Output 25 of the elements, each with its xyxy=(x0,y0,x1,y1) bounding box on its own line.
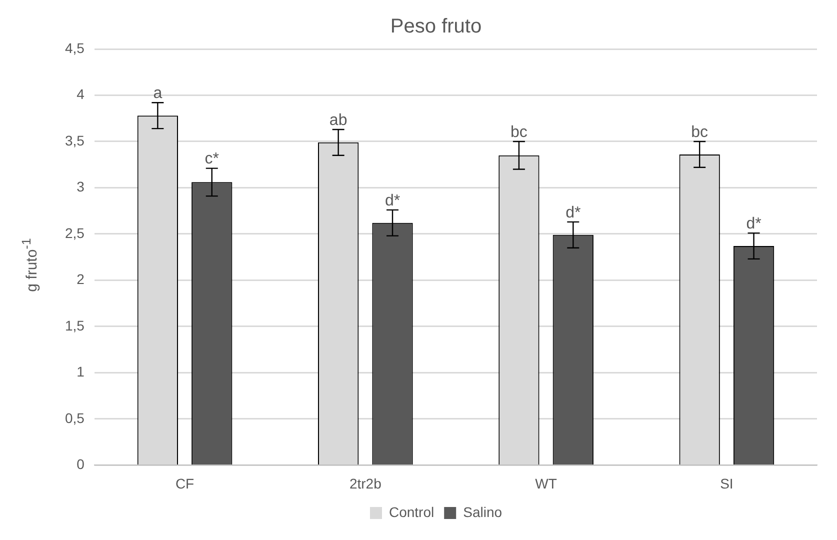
legend-label: Control xyxy=(388,504,434,520)
y-tick-label: 2 xyxy=(76,271,85,288)
annotation: a xyxy=(153,85,162,102)
x-tick-label: WT xyxy=(535,475,558,492)
y-tick-label: 3 xyxy=(76,178,85,195)
y-tick-label: 0 xyxy=(76,456,85,472)
annotation: d* xyxy=(746,215,762,232)
legend-label: Salino xyxy=(463,504,502,520)
annotation: d* xyxy=(384,192,400,210)
annotation: d* xyxy=(566,204,581,222)
x-tick-label: 2tr2b xyxy=(349,475,382,492)
y-tick-label: 2,5 xyxy=(64,224,85,241)
y-tick-label: 4,5 xyxy=(64,40,85,56)
annotation: bc xyxy=(510,124,528,141)
annotation: bc xyxy=(691,124,708,141)
annotation: c* xyxy=(204,150,219,168)
annotation: ab xyxy=(329,112,348,129)
y-tick-label: 3,5 xyxy=(64,132,85,148)
y-tick-label: 1,5 xyxy=(64,317,85,334)
y-tick-label: 0,5 xyxy=(64,410,85,426)
y-tick-label: 1 xyxy=(76,364,85,380)
x-tick-label: SI xyxy=(720,475,734,492)
x-tick-label: CF xyxy=(175,475,194,492)
chart-title: Peso fruto xyxy=(390,16,482,38)
y-tick-label: 4 xyxy=(76,86,85,102)
